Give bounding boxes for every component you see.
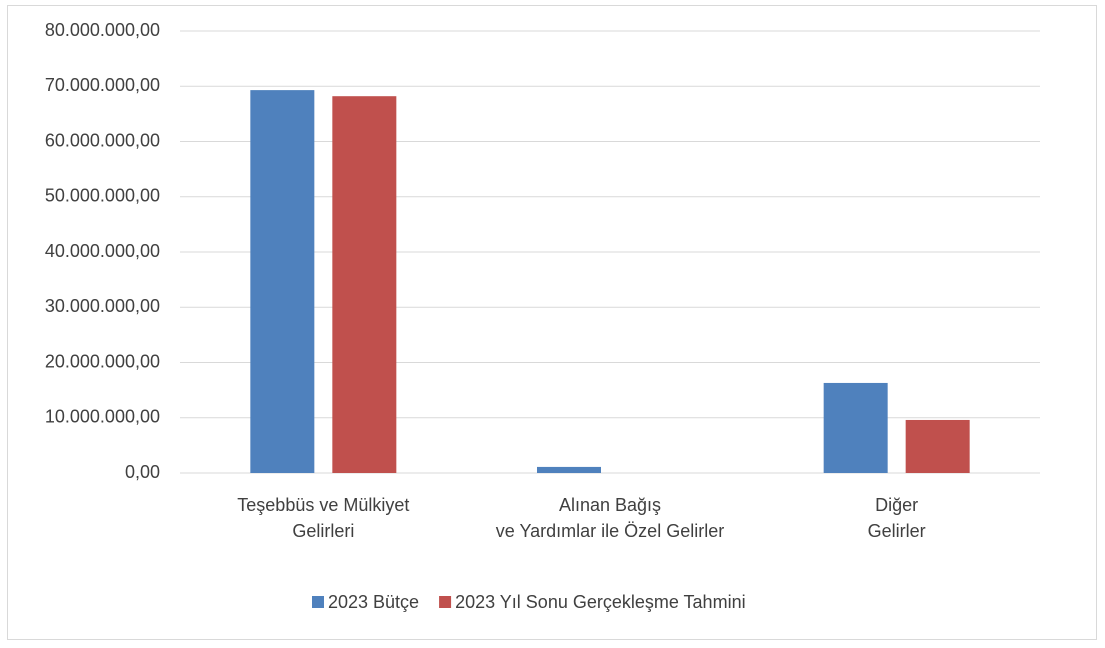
y-tick-label: 20.000.000,00 <box>45 351 160 371</box>
y-tick-label: 30.000.000,00 <box>45 296 160 316</box>
chart-border <box>7 5 1097 640</box>
x-tick-label: Gelirler <box>868 521 926 541</box>
bar <box>905 419 970 473</box>
x-tick-label: Teşebbüs ve Mülkiyet <box>237 495 409 515</box>
y-tick-label: 80.000.000,00 <box>45 20 160 40</box>
y-tick-label: 40.000.000,00 <box>45 241 160 261</box>
bar <box>332 96 397 473</box>
legend-swatch <box>439 596 452 608</box>
x-tick-label: Gelirleri <box>292 521 354 541</box>
bar <box>823 382 888 473</box>
legend-label: 2023 Bütçe <box>328 592 419 612</box>
legend-label: 2023 Yıl Sonu Gerçekleşme Tahmini <box>455 592 746 612</box>
bar <box>250 90 315 474</box>
x-tick-label: ve Yardımlar ile Özel Gelirler <box>496 521 724 541</box>
x-tick-label: Diğer <box>875 495 918 515</box>
legend-swatch <box>312 596 324 608</box>
y-tick-label: 70.000.000,00 <box>45 75 160 95</box>
y-tick-label: 60.000.000,00 <box>45 130 160 150</box>
bar <box>537 466 601 473</box>
y-tick-label: 10.000.000,00 <box>45 407 160 427</box>
y-tick-label: 50.000.000,00 <box>45 186 160 206</box>
y-tick-label: 0,00 <box>125 462 160 482</box>
x-tick-label: Alınan Bağış <box>559 495 661 515</box>
